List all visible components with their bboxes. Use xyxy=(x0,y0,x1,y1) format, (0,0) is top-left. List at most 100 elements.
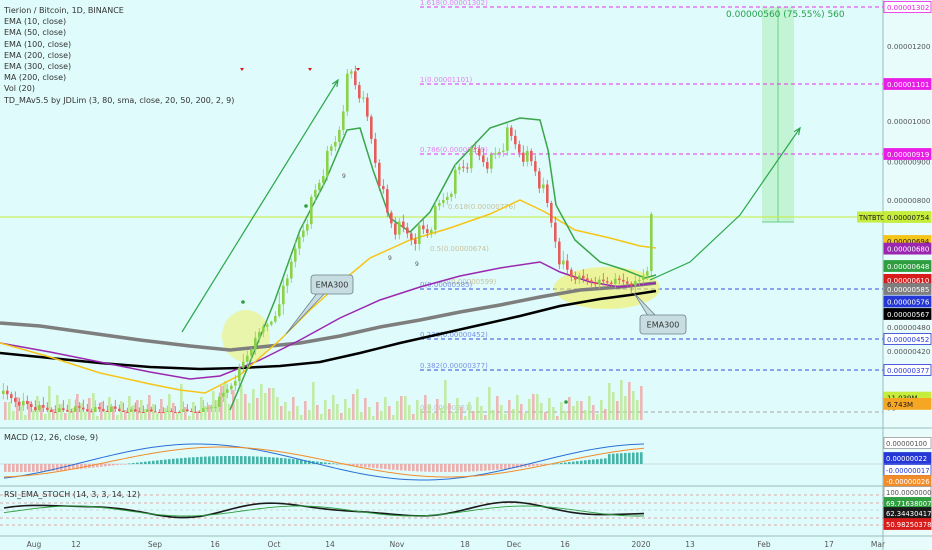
price-badge-label: 0.00001302 xyxy=(887,4,929,12)
volume-bar xyxy=(120,401,123,420)
rsi-legend[interactable]: RSI_EMA_STOCH (14, 3, 3, 14, 12) xyxy=(4,490,141,499)
macd-histogram-bar xyxy=(184,457,187,464)
fib-level-label: 0.786(0.00000919) xyxy=(420,146,488,154)
candle-body xyxy=(578,275,581,280)
macd-histogram-bar xyxy=(276,457,279,464)
legend-volume[interactable]: Vol (20) xyxy=(4,84,35,94)
candle-body xyxy=(246,355,249,362)
macd-histogram-bar xyxy=(440,464,443,472)
time-tick-label: 16 xyxy=(560,540,570,549)
macd-histogram-bar xyxy=(296,459,299,464)
macd-histogram-bar xyxy=(464,464,467,472)
candle-body xyxy=(638,279,641,282)
indicator-badge-label: -0.00000026 xyxy=(886,478,930,486)
volume-bar xyxy=(4,402,7,420)
macd-histogram-bar xyxy=(40,464,43,472)
volume-bar xyxy=(204,406,207,420)
time-tick-label: Mar xyxy=(871,540,886,549)
candle-body xyxy=(18,401,21,406)
candle-body xyxy=(346,73,349,112)
macd-histogram-bar xyxy=(436,464,439,472)
candle-body xyxy=(310,196,313,225)
legend-td[interactable]: TD_MAv5.5 by JDLim (3, 80, sma, close, 2… xyxy=(4,95,235,105)
pair-title[interactable]: Tierion / Bitcoin, 1D, BINANCE xyxy=(4,6,124,15)
volume-bar xyxy=(36,396,39,420)
candle-body xyxy=(274,315,277,322)
candle-body xyxy=(498,151,501,154)
macd-histogram-bar xyxy=(316,461,319,464)
candle-body xyxy=(514,135,517,145)
volume-bar xyxy=(20,406,23,420)
candle-body xyxy=(174,412,177,413)
volume-bar xyxy=(284,402,287,420)
volume-bar xyxy=(308,410,311,420)
candle-body xyxy=(126,412,129,413)
macd-histogram-bar xyxy=(408,464,411,471)
time-tick-label: 16 xyxy=(210,540,220,549)
candle-body xyxy=(110,406,113,412)
volume-bar xyxy=(180,384,183,420)
macd-histogram-bar xyxy=(592,459,595,464)
candle-body xyxy=(162,412,165,413)
volume-bar xyxy=(420,409,423,420)
volume-bar xyxy=(492,410,495,420)
macd-histogram-bar xyxy=(564,462,567,464)
ema50-line xyxy=(0,199,657,394)
volume-bar xyxy=(260,384,263,420)
volume-bar xyxy=(328,409,331,420)
price-badge-label: 0.00000610 xyxy=(887,277,929,285)
legend-ema10[interactable]: EMA (10, close) xyxy=(4,17,67,27)
legend-ema100[interactable]: EMA (100, close) xyxy=(4,39,72,49)
candle-body xyxy=(438,202,441,206)
macd-histogram-bar xyxy=(616,453,619,464)
volume-bar xyxy=(464,416,467,420)
volume-bar xyxy=(488,387,491,420)
candle-body xyxy=(314,189,317,197)
volume-bar xyxy=(212,391,215,420)
price-tick-label: 0.00000900 xyxy=(887,157,931,166)
candle-body xyxy=(170,410,173,412)
rsi-d-line xyxy=(3,505,645,517)
price-badge-label: 0.00000452 xyxy=(887,336,929,344)
macd-histogram-bar xyxy=(44,464,47,472)
legend-ma200[interactable]: MA (200, close) xyxy=(4,73,67,83)
volume-bar xyxy=(628,382,631,420)
indicator-badge-label: 69.71638007 xyxy=(886,500,931,508)
candle-body xyxy=(422,225,425,230)
volume-bar xyxy=(116,415,119,420)
candle-body xyxy=(406,227,409,234)
volume-bar xyxy=(224,381,227,420)
uptrend-arrow xyxy=(181,79,339,333)
macd-histogram-bar xyxy=(400,464,403,471)
candle-body xyxy=(258,331,261,338)
td-count-label: 9 xyxy=(388,255,392,262)
ema200-line xyxy=(0,281,657,352)
macd-histogram-bar xyxy=(160,459,163,464)
macd-histogram-bar xyxy=(412,464,415,472)
macd-histogram-bar xyxy=(304,460,307,464)
candle-body xyxy=(302,230,305,237)
macd-histogram-bar xyxy=(28,464,31,472)
fib-level-label: 0.382(0.00000377) xyxy=(420,362,488,370)
candle-body xyxy=(182,409,185,412)
volume-bar xyxy=(248,403,251,420)
td-count-label: 9 xyxy=(415,261,419,268)
volume-bar xyxy=(316,405,319,420)
legend-ema50[interactable]: EMA (50, close) xyxy=(4,28,67,38)
volume-bar xyxy=(564,411,567,420)
legend-ema200[interactable]: EMA (200, close) xyxy=(4,50,72,60)
legend-ema300[interactable]: EMA (300, close) xyxy=(4,62,72,72)
volume-bar xyxy=(68,399,71,420)
macd-legend[interactable]: MACD (12, 26, close, 9) xyxy=(4,433,99,442)
macd-histogram-bar xyxy=(204,456,207,464)
macd-histogram-bar xyxy=(112,464,115,466)
volume-bar xyxy=(604,409,607,420)
volume-bar xyxy=(544,412,547,420)
candle-body xyxy=(434,205,437,230)
price-tick-label: 0.00000420 xyxy=(887,347,931,356)
volume-bar xyxy=(172,403,175,420)
volume-bar xyxy=(44,414,47,420)
macd-histogram-bar xyxy=(8,464,11,472)
volume-bar xyxy=(408,405,411,420)
macd-histogram-bar xyxy=(384,464,387,470)
